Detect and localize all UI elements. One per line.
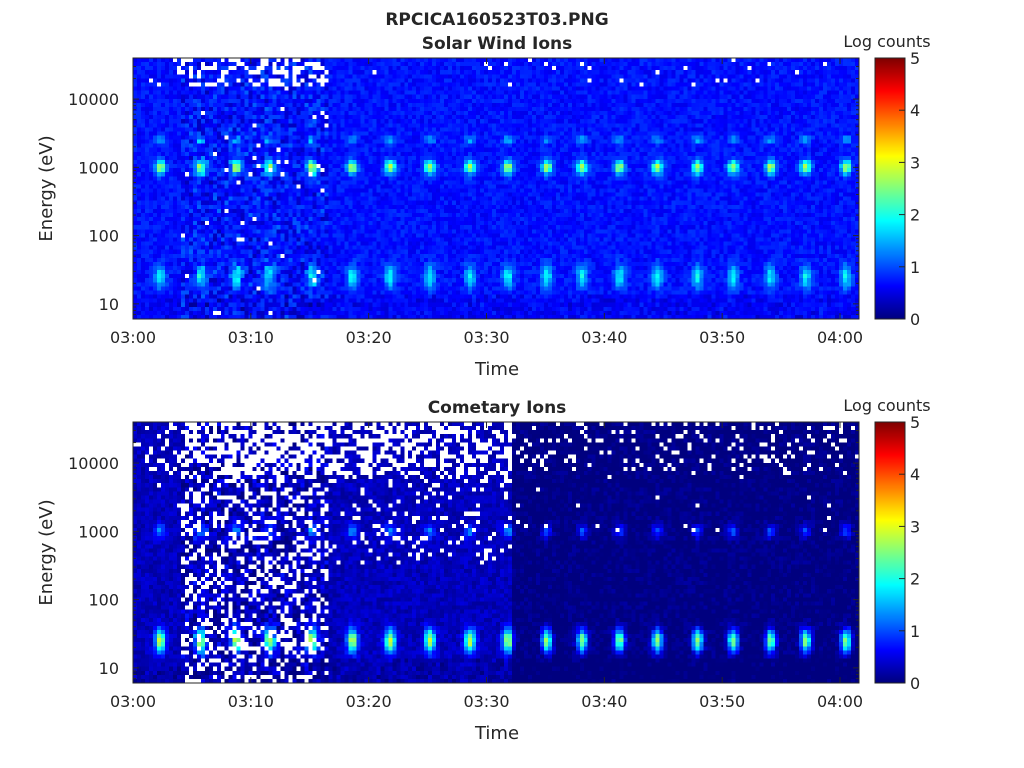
panel-title: Cometary Ions (428, 398, 567, 418)
colorbar-tick-label: 5 (910, 413, 920, 432)
x-axis-label: Time (474, 723, 519, 744)
x-tick-label: 03:40 (581, 692, 627, 711)
colorbar-tick-label: 1 (910, 622, 920, 641)
y-tick-label: 10000 (68, 90, 119, 109)
y-tick-label: 100 (88, 227, 119, 246)
colorbar-tick-label: 5 (910, 49, 920, 68)
colorbar-tick-label: 0 (910, 674, 920, 693)
colorbar-label: Log counts (843, 396, 930, 415)
x-tick-label: 03:10 (228, 328, 274, 347)
colorbar-tick-label: 4 (910, 465, 920, 484)
x-tick-label: 03:20 (346, 692, 392, 711)
x-tick-label: 03:40 (581, 328, 627, 347)
axes-frame (132, 421, 860, 684)
cometary-heatmap (133, 422, 859, 683)
figure-suptitle: RPCICA160523T03.PNG (385, 10, 608, 30)
y-tick-label: 1000 (78, 522, 119, 541)
x-tick-label: 03:30 (463, 328, 509, 347)
y-tick-label: 100 (88, 591, 119, 610)
y-tick-label: 10 (99, 295, 119, 314)
colorbar-tick-label: 3 (910, 517, 920, 536)
colorbar-tick-label: 1 (910, 258, 920, 277)
x-tick-label: 03:50 (699, 328, 745, 347)
y-tick-label: 10 (99, 659, 119, 678)
x-tick-label: 03:00 (110, 692, 156, 711)
colorbar-tick-label: 4 (910, 101, 920, 120)
y-tick-label: 1000 (78, 158, 119, 177)
x-tick-label: 03:20 (346, 328, 392, 347)
colorbar-tick-label: 3 (910, 153, 920, 172)
y-tick-label: 10000 (68, 454, 119, 473)
x-axis-label: Time (474, 359, 519, 380)
colorbar-tick-label: 2 (910, 570, 920, 589)
x-tick-label: 03:50 (699, 692, 745, 711)
colorbar-label: Log counts (843, 32, 930, 51)
x-tick-label: 04:00 (817, 692, 863, 711)
axes-frame (132, 57, 860, 320)
solar-wind-colorbar (875, 58, 905, 319)
colorbar-frame (874, 421, 906, 684)
x-tick-label: 03:00 (110, 328, 156, 347)
panel-title: Solar Wind Ions (422, 34, 573, 54)
y-axis-label: Energy (eV) (36, 135, 57, 241)
colorbar-tick-label: 2 (910, 206, 920, 225)
x-tick-label: 04:00 (817, 328, 863, 347)
x-tick-label: 03:10 (228, 692, 274, 711)
y-axis-label: Energy (eV) (36, 499, 57, 605)
colorbar-frame (874, 57, 906, 320)
cometary-colorbar (875, 422, 905, 683)
colorbar-tick-label: 0 (910, 310, 920, 329)
x-tick-label: 03:30 (463, 692, 509, 711)
solar-wind-heatmap (133, 58, 859, 319)
